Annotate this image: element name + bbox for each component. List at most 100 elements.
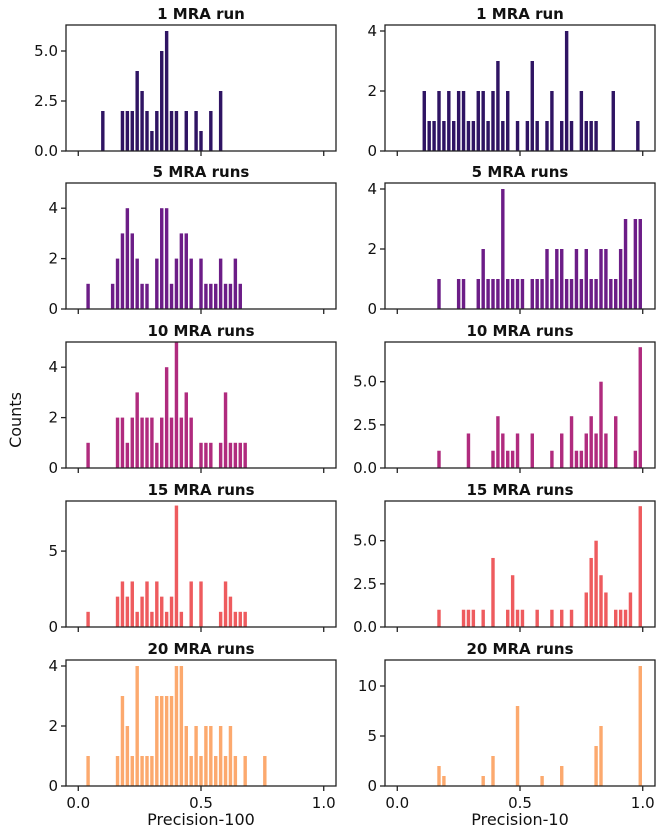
bar bbox=[135, 392, 139, 468]
bar bbox=[174, 666, 179, 786]
bar bbox=[174, 111, 179, 151]
bar bbox=[569, 416, 574, 468]
bar bbox=[169, 111, 174, 151]
bar bbox=[184, 392, 188, 468]
bar bbox=[628, 279, 633, 309]
bar bbox=[560, 433, 564, 468]
bar bbox=[636, 121, 640, 151]
y-tick-label: 10 bbox=[358, 677, 377, 695]
bar bbox=[594, 746, 598, 786]
bar bbox=[150, 131, 154, 151]
bar bbox=[218, 91, 223, 151]
bar bbox=[228, 596, 233, 627]
panel-title: 1 MRA run bbox=[157, 5, 245, 23]
bar bbox=[174, 342, 179, 468]
bar bbox=[466, 121, 471, 151]
bar bbox=[238, 442, 242, 468]
bar bbox=[160, 51, 164, 151]
bar bbox=[115, 596, 120, 627]
bar bbox=[150, 756, 154, 786]
bar bbox=[160, 696, 164, 786]
bar bbox=[204, 283, 208, 309]
panel-p10-15: 15 MRA runs 0.0 2.5 5.0 bbox=[353, 481, 656, 636]
bar bbox=[130, 756, 134, 786]
y-tick-label: 2.5 bbox=[34, 92, 58, 110]
bar bbox=[140, 91, 144, 151]
bar bbox=[140, 283, 144, 309]
bar bbox=[233, 611, 238, 627]
panel-p10-10: 10 MRA runs 0.0 2.5 5.0 bbox=[353, 322, 656, 477]
bar bbox=[481, 776, 485, 786]
bar bbox=[476, 279, 480, 309]
bar bbox=[584, 592, 588, 627]
bar bbox=[169, 596, 174, 627]
panel-title: 1 MRA run bbox=[476, 5, 564, 23]
bar bbox=[589, 557, 593, 627]
panel-title: 15 MRA runs bbox=[466, 481, 573, 499]
bar bbox=[604, 592, 608, 627]
bar bbox=[179, 666, 184, 786]
bar bbox=[623, 219, 628, 309]
bar bbox=[135, 258, 139, 309]
bar bbox=[110, 283, 115, 309]
bar bbox=[214, 756, 218, 786]
bar bbox=[594, 121, 598, 151]
bar bbox=[491, 279, 495, 309]
bar bbox=[155, 696, 159, 786]
bar bbox=[550, 450, 554, 468]
bar bbox=[550, 279, 554, 309]
bar bbox=[594, 540, 598, 627]
bar bbox=[432, 121, 436, 151]
bar bbox=[545, 121, 549, 151]
bar bbox=[125, 596, 130, 627]
bar bbox=[184, 233, 188, 309]
bar bbox=[238, 283, 242, 309]
bar bbox=[560, 609, 564, 627]
bar bbox=[535, 609, 539, 627]
bar bbox=[86, 611, 90, 627]
bar bbox=[506, 609, 510, 627]
bar bbox=[611, 91, 615, 151]
y-tick-label: 4 bbox=[367, 22, 377, 40]
panel-p10-5: 5 MRA runs 0 2 4 bbox=[367, 163, 656, 318]
bar bbox=[169, 696, 174, 786]
bar bbox=[125, 111, 130, 151]
bar bbox=[579, 279, 584, 309]
bar bbox=[510, 279, 515, 309]
bar bbox=[442, 121, 446, 151]
panel-title: 15 MRA runs bbox=[147, 481, 254, 499]
y-tick-label: 2 bbox=[48, 409, 58, 427]
bar bbox=[233, 756, 238, 786]
y-tick-label: 4 bbox=[48, 358, 58, 376]
bar bbox=[204, 442, 208, 468]
bar bbox=[506, 91, 510, 151]
y-tick-label: 4 bbox=[367, 180, 377, 198]
bar bbox=[115, 756, 120, 786]
bar bbox=[530, 433, 534, 468]
bar bbox=[145, 581, 149, 627]
bar bbox=[218, 258, 223, 309]
bar bbox=[437, 766, 441, 786]
bar bbox=[145, 756, 149, 786]
bar bbox=[115, 417, 120, 468]
bar bbox=[437, 91, 441, 151]
bar bbox=[160, 596, 164, 627]
bar bbox=[120, 233, 125, 309]
y-tick-label: 5.0 bbox=[353, 532, 377, 550]
bar bbox=[120, 417, 125, 468]
y-tick-label: 0.0 bbox=[34, 142, 58, 160]
bar bbox=[574, 249, 579, 309]
bar bbox=[638, 347, 642, 468]
bar bbox=[164, 611, 169, 627]
bar bbox=[218, 442, 223, 468]
bar bbox=[243, 442, 247, 468]
panel-title: 10 MRA runs bbox=[466, 322, 573, 340]
bar bbox=[101, 111, 105, 151]
panel-p100-15: 15 MRA runs 0 5 bbox=[48, 481, 337, 636]
bar bbox=[422, 91, 426, 151]
bar bbox=[155, 581, 159, 627]
bar bbox=[437, 279, 441, 309]
bar bbox=[243, 611, 247, 627]
bar bbox=[481, 249, 485, 309]
panel-p100-20: 20 MRA runs 0 2 4 0.0 0.5 1.0 bbox=[48, 640, 337, 812]
